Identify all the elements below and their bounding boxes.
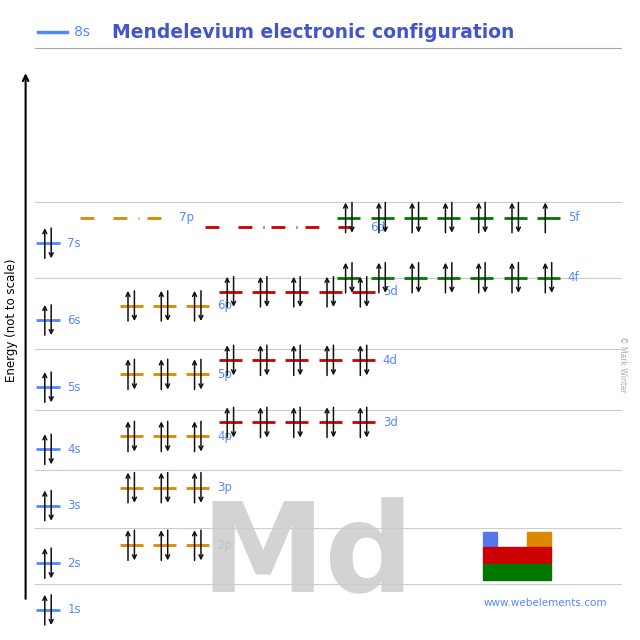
Text: 6d: 6d [370, 221, 385, 234]
Text: 8s: 8s [74, 25, 90, 39]
Text: 2p: 2p [217, 539, 232, 552]
Text: 5f: 5f [568, 211, 579, 224]
Text: www.webelements.com: www.webelements.com [483, 598, 607, 608]
Text: 7s: 7s [67, 237, 81, 250]
Text: 7p: 7p [179, 211, 193, 224]
Text: 1s: 1s [67, 604, 81, 616]
Text: 4p: 4p [217, 430, 232, 443]
Text: 3s: 3s [67, 499, 81, 512]
Text: 3d: 3d [383, 416, 397, 429]
Text: 6s: 6s [67, 314, 81, 326]
Text: 3p: 3p [217, 481, 232, 494]
Text: 4d: 4d [383, 354, 397, 367]
Bar [483, 547, 551, 563]
Text: 5p: 5p [217, 368, 232, 381]
Text: 5s: 5s [67, 381, 81, 394]
Text: Md: Md [200, 496, 414, 618]
Bar [483, 532, 497, 546]
Text: Energy (not to scale): Energy (not to scale) [5, 259, 18, 381]
Bar [527, 532, 551, 546]
Text: 6p: 6p [217, 300, 232, 312]
Text: 4f: 4f [568, 271, 579, 284]
Text: 5d: 5d [383, 285, 397, 298]
Text: 2s: 2s [67, 557, 81, 570]
Text: © Mark Winter: © Mark Winter [618, 337, 627, 393]
Text: 4s: 4s [67, 443, 81, 456]
Bar [483, 564, 551, 580]
Text: Mendelevium electronic configuration: Mendelevium electronic configuration [112, 22, 515, 42]
